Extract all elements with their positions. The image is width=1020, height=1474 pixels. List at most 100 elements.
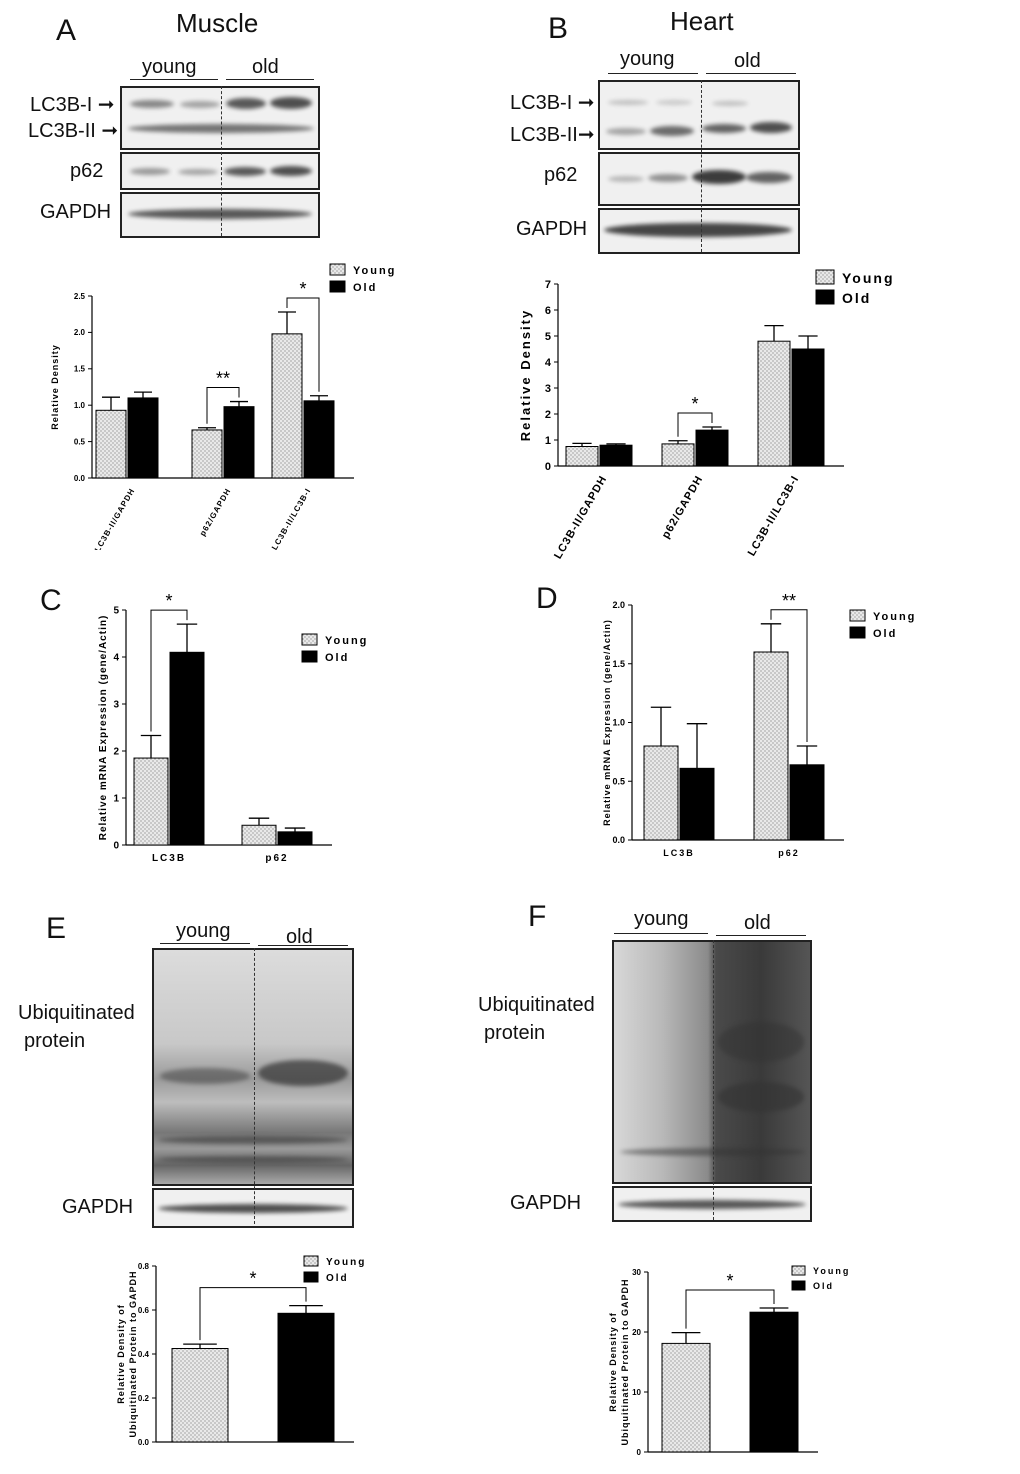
significance-marker: * — [249, 1269, 256, 1289]
bar-young — [171, 1348, 229, 1443]
legend-label-old: Old — [873, 628, 897, 640]
ubiquitinated-label-line1: Ubiquitinated — [18, 1002, 135, 1024]
legend-swatch-old — [815, 289, 835, 305]
legend-label-young: Young — [326, 1257, 366, 1268]
y-tick-label: 0 — [545, 461, 551, 473]
ubiquitinated-label-line2: protein — [484, 1022, 546, 1044]
bar-young — [95, 409, 127, 479]
legend-label-old: Old — [842, 290, 871, 306]
y-tick-label: 0.6 — [138, 1306, 150, 1315]
blot-ubiquitinated — [612, 940, 812, 1184]
lane-label-lc3b-i: LC3B-I ➞ — [510, 92, 595, 114]
bar-old — [679, 767, 715, 841]
group-label-young: young — [620, 48, 675, 70]
y-tick-label: 0.4 — [138, 1350, 150, 1359]
y-tick-label: 4 — [545, 357, 552, 369]
legend-swatch-old — [301, 650, 318, 663]
legend-swatch-young — [849, 609, 866, 622]
legend-swatch-old — [303, 1271, 319, 1283]
bar-old — [127, 397, 159, 479]
y-axis-label: Relative mRNA Expression (gene/Actin) — [98, 615, 109, 841]
significance-marker: * — [165, 591, 172, 611]
y-axis-label: Relative Density — [50, 344, 60, 430]
y-tick-label: 0.2 — [138, 1394, 150, 1403]
y-tick-label: 1.0 — [612, 718, 625, 728]
y-tick-label: 6 — [545, 305, 551, 317]
group-line-young — [614, 933, 708, 934]
legend-label-old: Old — [813, 1281, 834, 1291]
bar-chart-a: 0.0 0.5 1.0 1.5 2.0 2.5 Relative Density LC3B-I… — [50, 263, 394, 551]
y-axis-label-line: Relative Density of — [116, 1304, 126, 1404]
legend-label-old: Old — [353, 282, 377, 294]
y-tick-label: 30 — [632, 1268, 641, 1277]
y-tick-label: 1.0 — [74, 401, 86, 410]
significance-bracket — [770, 609, 808, 742]
group-line-old — [706, 73, 796, 74]
y-axis-label-line: Ubiquitinated Protein to GAPDH — [620, 1279, 630, 1446]
bar-young — [643, 745, 679, 841]
bar-young — [191, 429, 223, 479]
bar-old — [277, 831, 313, 846]
y-tick-label: 2 — [113, 747, 119, 758]
significance-bracket — [685, 1289, 775, 1329]
x-tick-label: LC3B-II/LC3B-I — [270, 487, 313, 551]
group-line-old — [716, 935, 806, 936]
y-axis-label: Relative Density of Ubiquitinated Protein… — [608, 1279, 630, 1446]
significance-bracket — [677, 412, 713, 437]
lane-label-gapdh: GAPDH — [40, 201, 112, 223]
panel-letter-c: C — [40, 584, 62, 617]
y-tick-label: 5 — [545, 331, 551, 343]
legend-swatch-old — [849, 626, 866, 639]
lane-label-gapdh: GAPDH — [516, 218, 588, 240]
significance-bracket — [286, 297, 320, 392]
bar-old — [303, 400, 335, 479]
x-tick-label: p62 — [265, 853, 288, 864]
lane-divider — [701, 80, 702, 252]
x-tick-label: LC3B-II/GAPDH — [552, 474, 610, 561]
y-axis-label-line: Relative Density of — [608, 1312, 618, 1412]
bar-old — [749, 1311, 799, 1453]
bar-young — [271, 333, 303, 479]
group-line-old — [258, 945, 348, 946]
y-tick-label: 0.0 — [138, 1438, 150, 1447]
legend-swatch-old — [329, 280, 346, 293]
lane-label-p62: p62 — [70, 160, 104, 182]
bar-young — [757, 340, 791, 467]
y-tick-label: 10 — [632, 1388, 641, 1397]
legend-label-young: Young — [325, 635, 368, 647]
y-tick-label: 20 — [632, 1328, 641, 1337]
blot-lc3b — [120, 86, 320, 150]
x-tick-label: LC3B — [663, 848, 695, 858]
lane-label-lc3b-i: LC3B-I ➞ — [30, 94, 115, 116]
panel-letter-d: D — [536, 582, 558, 615]
group-label-young: young — [142, 56, 197, 78]
y-axis-label: Relative mRNA Expression (gene/Actin) — [602, 619, 612, 826]
significance-marker: * — [726, 1271, 733, 1291]
legend-swatch-young — [329, 263, 346, 276]
y-axis-label-line: Ubiquitinated Protein to GAPDH — [128, 1271, 138, 1438]
legend-swatch-young — [303, 1255, 319, 1267]
legend-label-young: Young — [842, 270, 895, 286]
x-tick-label: LC3B — [152, 853, 186, 864]
lane-label-lc3b-ii: LC3B-II➞ — [510, 124, 595, 146]
bar-young — [661, 1342, 711, 1453]
group-label-old: old — [252, 56, 279, 78]
significance-bracket — [150, 609, 188, 732]
legend-swatch-old — [791, 1280, 806, 1291]
significance-marker: * — [299, 279, 306, 299]
bar-old — [789, 764, 825, 841]
y-tick-label: 2 — [545, 409, 551, 421]
y-tick-label: 5 — [113, 606, 119, 617]
y-tick-label: 3 — [545, 383, 551, 395]
lane-divider — [221, 86, 222, 236]
bar-young — [133, 757, 169, 846]
significance-marker: ** — [216, 369, 230, 389]
legend-label-young: Young — [873, 611, 916, 623]
legend-label-old: Old — [325, 652, 349, 664]
y-axis-label: Relative Density — [518, 309, 533, 441]
lane-label-gapdh: GAPDH — [510, 1192, 582, 1214]
group-label-old: old — [286, 926, 313, 948]
y-tick-label: 2.0 — [74, 328, 86, 337]
